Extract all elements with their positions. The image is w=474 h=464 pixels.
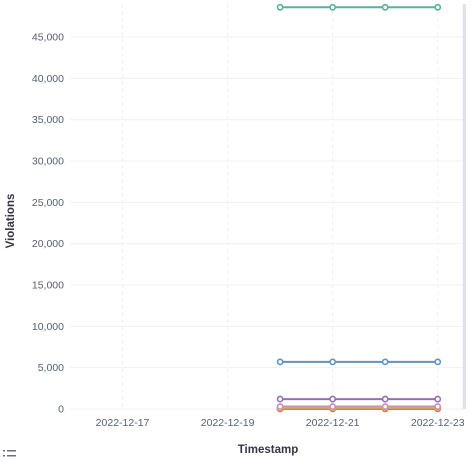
data-point[interactable] bbox=[434, 395, 442, 403]
data-point[interactable] bbox=[329, 358, 337, 366]
data-point[interactable] bbox=[434, 358, 442, 366]
y-tick-label: 45,000 bbox=[32, 32, 64, 44]
data-point[interactable] bbox=[276, 403, 284, 410]
series-1 bbox=[276, 358, 442, 366]
y-tick-label: 30,000 bbox=[32, 156, 64, 168]
y-tick-label: 5,000 bbox=[38, 362, 64, 374]
series-3 bbox=[276, 403, 442, 410]
series-2 bbox=[276, 395, 442, 403]
x-tick-label: 2022-12-17 bbox=[96, 417, 150, 429]
data-point[interactable] bbox=[434, 403, 442, 410]
x-tick-label: 2022-12-23 bbox=[411, 417, 465, 429]
data-point[interactable] bbox=[381, 3, 389, 11]
y-tick-label: 15,000 bbox=[32, 280, 64, 292]
y-tick-label: 0 bbox=[58, 404, 64, 416]
data-point[interactable] bbox=[381, 403, 389, 410]
y-tick-label: 20,000 bbox=[32, 238, 64, 250]
data-point[interactable] bbox=[276, 358, 284, 366]
y-axis-ticks: 0 5,000 10,000 15,000 20,000 25,000 30,000 35,0… bbox=[32, 32, 64, 416]
grid bbox=[70, 4, 464, 410]
x-axis-ticks: 2022-12-17 2022-12-19 2022-12-21 2022-12-23 bbox=[96, 417, 465, 429]
data-point[interactable] bbox=[276, 3, 284, 11]
shaded-region bbox=[462, 4, 466, 409]
x-axis-title: Timestamp bbox=[238, 444, 299, 456]
y-tick-label: 25,000 bbox=[32, 197, 64, 209]
data-point[interactable] bbox=[329, 403, 337, 410]
y-tick-label: 40,000 bbox=[32, 73, 64, 85]
data-point[interactable] bbox=[381, 358, 389, 366]
y-tick-label: 10,000 bbox=[32, 321, 64, 333]
data-point[interactable] bbox=[276, 395, 284, 403]
data-point[interactable] bbox=[329, 395, 337, 403]
series-layer bbox=[276, 3, 442, 413]
data-point[interactable] bbox=[434, 3, 442, 11]
data-point[interactable] bbox=[381, 395, 389, 403]
data-point[interactable] bbox=[329, 3, 337, 11]
series-0 bbox=[276, 3, 442, 11]
y-tick-label: 35,000 bbox=[32, 114, 64, 126]
x-tick-label: 2022-12-19 bbox=[201, 417, 255, 429]
y-axis-title: Violations bbox=[5, 194, 17, 249]
x-tick-label: 2022-12-21 bbox=[306, 417, 360, 429]
list-icon bbox=[3, 450, 16, 457]
legend-toggle-button[interactable] bbox=[3, 446, 17, 457]
